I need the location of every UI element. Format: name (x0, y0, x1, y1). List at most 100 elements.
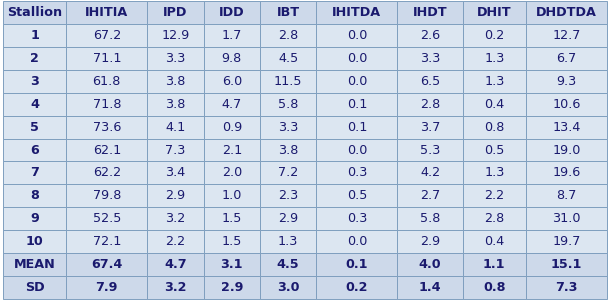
Text: 8: 8 (30, 189, 39, 202)
Bar (260, 139, 317, 161)
Text: 1.4: 1.4 (418, 280, 442, 294)
Bar (3, 161, 66, 184)
Text: 1.3: 1.3 (484, 166, 504, 179)
Text: 4.0: 4.0 (418, 258, 442, 271)
Text: 2.0: 2.0 (221, 166, 242, 179)
Bar (204, 161, 260, 184)
Text: 2.9: 2.9 (278, 212, 298, 225)
Text: 0.8: 0.8 (483, 280, 506, 294)
Text: 1.3: 1.3 (484, 52, 504, 65)
Bar (204, 184, 260, 207)
Bar (260, 93, 317, 116)
Bar (148, 207, 204, 230)
Bar (66, 230, 148, 253)
Bar (397, 253, 462, 276)
Bar (397, 93, 462, 116)
Text: 3.3: 3.3 (420, 52, 440, 65)
Bar (317, 24, 397, 47)
Text: 9: 9 (30, 212, 39, 225)
Bar (148, 2, 204, 24)
Text: IBT: IBT (276, 6, 300, 20)
Bar (397, 116, 462, 139)
Bar (148, 276, 204, 298)
Bar (260, 253, 317, 276)
Bar (260, 184, 317, 207)
Text: 9.3: 9.3 (556, 75, 576, 88)
Bar (148, 47, 204, 70)
Bar (526, 253, 607, 276)
Text: 2.8: 2.8 (484, 212, 504, 225)
Bar (148, 116, 204, 139)
Text: 31.0: 31.0 (552, 212, 581, 225)
Bar (462, 276, 526, 298)
Text: 8.7: 8.7 (556, 189, 576, 202)
Bar (260, 230, 317, 253)
Text: 1: 1 (30, 29, 39, 42)
Text: 73.6: 73.6 (93, 121, 121, 134)
Bar (462, 2, 526, 24)
Text: 1.3: 1.3 (484, 75, 504, 88)
Bar (3, 276, 66, 298)
Bar (3, 116, 66, 139)
Text: 6: 6 (30, 143, 39, 157)
Text: 0.0: 0.0 (346, 29, 367, 42)
Bar (317, 253, 397, 276)
Text: 1.5: 1.5 (221, 235, 242, 248)
Bar (260, 116, 317, 139)
Bar (526, 230, 607, 253)
Text: 12.9: 12.9 (162, 29, 190, 42)
Text: 4.5: 4.5 (277, 258, 300, 271)
Bar (317, 70, 397, 93)
Text: 0.0: 0.0 (346, 75, 367, 88)
Text: 52.5: 52.5 (93, 212, 121, 225)
Bar (66, 139, 148, 161)
Bar (462, 184, 526, 207)
Text: 0.1: 0.1 (346, 98, 367, 111)
Text: 72.1: 72.1 (93, 235, 121, 248)
Text: 0.4: 0.4 (484, 235, 504, 248)
Bar (526, 47, 607, 70)
Bar (66, 24, 148, 47)
Text: 0.0: 0.0 (346, 235, 367, 248)
Bar (462, 253, 526, 276)
Text: 0.3: 0.3 (346, 212, 367, 225)
Bar (526, 93, 607, 116)
Bar (3, 47, 66, 70)
Bar (462, 47, 526, 70)
Bar (462, 161, 526, 184)
Text: DHIT: DHIT (477, 6, 512, 20)
Text: DHDTDA: DHDTDA (536, 6, 597, 20)
Bar (3, 70, 66, 93)
Text: 7.3: 7.3 (165, 143, 185, 157)
Bar (462, 139, 526, 161)
Text: 19.6: 19.6 (552, 166, 581, 179)
Text: MEAN: MEAN (14, 258, 56, 271)
Text: 1.3: 1.3 (278, 235, 298, 248)
Text: 3.2: 3.2 (165, 212, 185, 225)
Text: 2.2: 2.2 (484, 189, 504, 202)
Text: 6.7: 6.7 (556, 52, 576, 65)
Bar (317, 230, 397, 253)
Bar (66, 70, 148, 93)
Bar (526, 184, 607, 207)
Bar (317, 161, 397, 184)
Text: 11.5: 11.5 (274, 75, 303, 88)
Bar (204, 230, 260, 253)
Text: 3.1: 3.1 (221, 258, 243, 271)
Text: 2.6: 2.6 (420, 29, 440, 42)
Text: 67.2: 67.2 (93, 29, 121, 42)
Text: 3.4: 3.4 (165, 166, 185, 179)
Text: 4.7: 4.7 (221, 98, 242, 111)
Bar (397, 230, 462, 253)
Text: 62.1: 62.1 (93, 143, 121, 157)
Bar (317, 276, 397, 298)
Bar (3, 184, 66, 207)
Text: 62.2: 62.2 (93, 166, 121, 179)
Bar (397, 47, 462, 70)
Text: 10.6: 10.6 (552, 98, 581, 111)
Text: 5: 5 (30, 121, 39, 134)
Bar (3, 253, 66, 276)
Bar (397, 2, 462, 24)
Text: 4: 4 (30, 98, 39, 111)
Bar (204, 253, 260, 276)
